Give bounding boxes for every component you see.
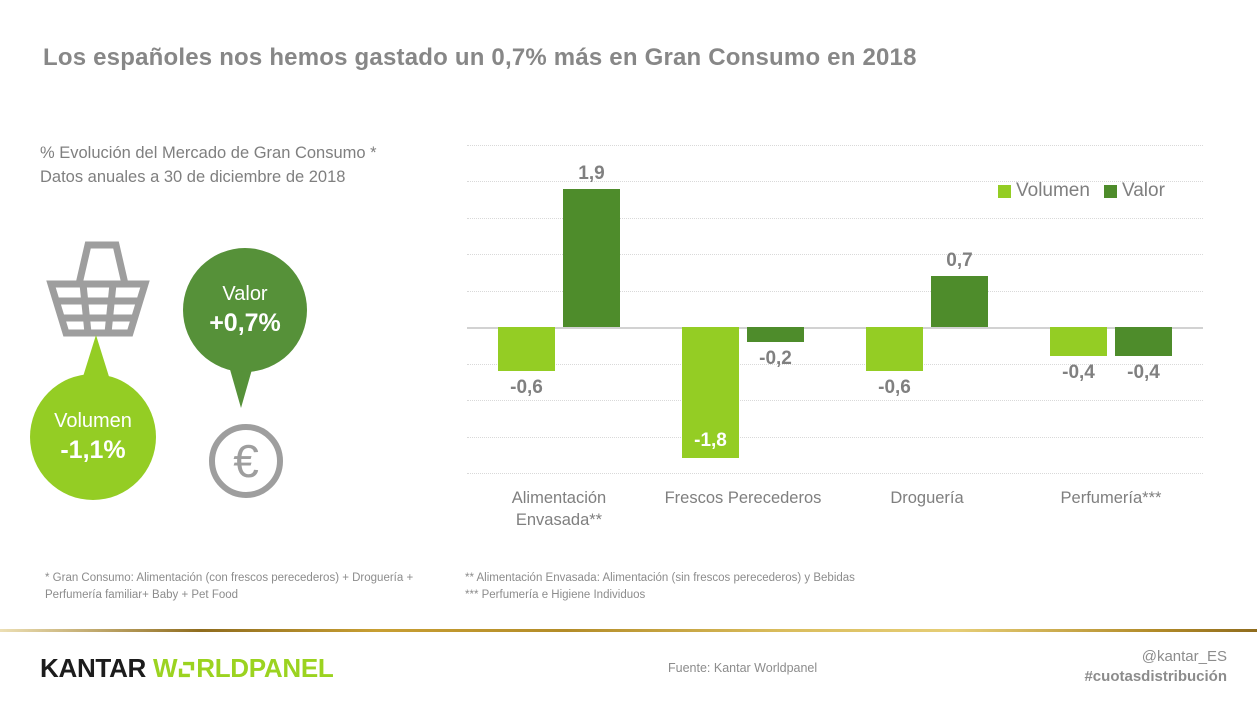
gridline (467, 436, 1203, 438)
logo-worldpanel-text: W RLDPANEL (152, 653, 334, 683)
bar-volumen-4 (1050, 327, 1107, 357)
euro-symbol: € (233, 435, 259, 487)
bar-value-label: -0,4 (1062, 362, 1095, 384)
gridline (467, 400, 1203, 402)
legend-swatch-valor (1103, 184, 1117, 198)
worldpanel-o-icon (179, 661, 195, 678)
gridline (467, 217, 1203, 219)
bar-value-label: -0,4 (1127, 362, 1160, 384)
gridline (467, 363, 1203, 365)
source-text: Fuente: Kantar Worldpanel (668, 661, 818, 675)
chart-subtitle: % Evolución del Mercado de Gran Consumo … (40, 141, 377, 189)
gridline (467, 290, 1203, 292)
bar-value-label: -0,6 (878, 376, 911, 398)
bar-volumen-1 (498, 327, 555, 371)
valor-bubble-value: +0,7% (209, 308, 281, 337)
volumen-bubble-label: Volumen (54, 409, 132, 432)
twitter-handle: @kantar_ES (1141, 648, 1227, 665)
category-label: Perfumería*** (1060, 489, 1162, 507)
category-label: Droguería (890, 489, 964, 507)
bar-valor-2 (747, 327, 804, 342)
footnote-right-line-1: ** Alimentación Envasada: Alimentación (… (465, 572, 855, 584)
gridline (467, 254, 1203, 256)
footnote-categories: ** Alimentación Envasada: Alimentación (… (465, 570, 945, 604)
zero-axis-line (467, 327, 1203, 330)
logo-w: W (152, 653, 178, 683)
valor-bubble: Valor +0,7% (183, 248, 307, 372)
logo-kantar-text: KANTAR (40, 653, 147, 683)
bar-chart: -0,6 -1,8 -0,6 -0,4 1,9 -0,2 0,7 -0,4 Alimentaci… (467, 145, 1203, 529)
valor-bubble-label: Valor (222, 282, 268, 305)
subtitle-line-2: Datos anuales a 30 de diciembre de 2018 (40, 168, 346, 186)
euro-coin-icon: € (209, 424, 283, 498)
gridline (467, 473, 1203, 474)
volumen-bubble-value: -1,1% (60, 435, 126, 464)
bar-value-label: -1,8 (694, 430, 727, 452)
footnote-left-line-1: * Gran Consumo: Alimentación (con fresco… (45, 572, 414, 584)
bar-value-label: 1,9 (578, 162, 605, 184)
bar-volumen-3 (866, 327, 923, 371)
category-label: Frescos Perecederos (664, 489, 822, 507)
legend-label-volumen: Volumen (1016, 180, 1090, 201)
volumen-bubble: Volumen -1,1% (30, 374, 156, 500)
footnote-gran-consumo: * Gran Consumo: Alimentación (con fresco… (45, 570, 445, 604)
legend-label-valor: Valor (1121, 180, 1165, 201)
kantar-worldpanel-logo: KANTAR W RLDPANEL (40, 653, 334, 684)
gridline (467, 145, 1203, 146)
bar-valor-3 (931, 276, 988, 328)
shopping-basket-icon (46, 241, 150, 337)
social-block: @kantar_ES #cuotasdistribución (1084, 647, 1227, 687)
category-label: Alimentación Envasada** (511, 489, 607, 529)
bar-valor-1 (563, 188, 620, 328)
legend-swatch-volumen (998, 184, 1011, 198)
logo-rldpanel: RLDPANEL (196, 653, 334, 683)
gridline (467, 181, 1203, 183)
chart-legend: Volumen Valor (998, 180, 1179, 202)
footnote-right-line-2: *** Perfumería e Higiene Individuos (465, 589, 646, 601)
footer-divider (0, 629, 1257, 632)
subtitle-line-1: % Evolución del Mercado de Gran Consumo … (40, 144, 377, 162)
bar-volumen-2 (682, 327, 739, 459)
footnote-left-line-2: Perfumería familiar+ Baby + Pet Food (45, 589, 239, 601)
bar-value-label: -0,2 (759, 347, 792, 369)
bar-value-label: 0,7 (946, 250, 973, 272)
hashtag: #cuotasdistribución (1084, 668, 1227, 685)
bar-value-label: -0,6 (510, 376, 543, 398)
page-title: Los españoles nos hemos gastado un 0,7% … (43, 44, 917, 71)
bar-valor-4 (1115, 327, 1172, 357)
